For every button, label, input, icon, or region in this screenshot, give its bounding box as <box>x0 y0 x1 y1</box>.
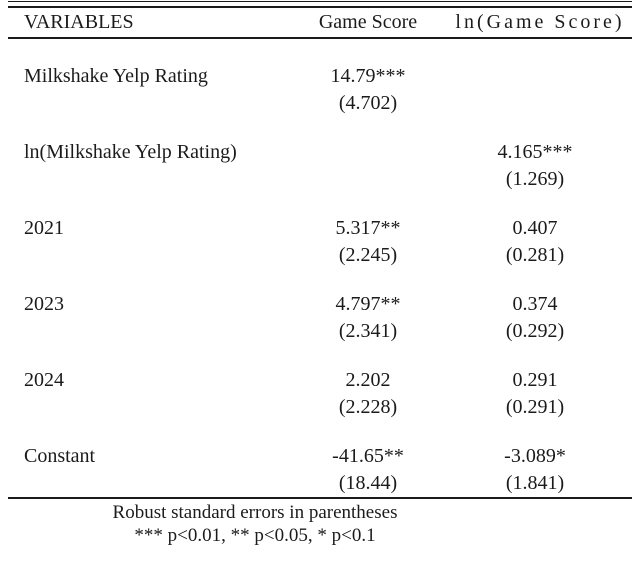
coef-ln-game-score: -3.089* <box>504 445 566 467</box>
se-ln-game-score: (0.281) <box>505 244 565 266</box>
coef-game-score: 5.317** <box>335 217 401 239</box>
variable-label-empty <box>8 242 298 269</box>
column-header-game-score: Game Score <box>298 8 438 39</box>
se-game-score <box>298 166 438 193</box>
table-row: Constant -41.65** -3.089* <box>8 443 632 470</box>
coef-ln-game-score: 0.374 <box>512 293 558 315</box>
table-se-row: (4.702) <box>8 90 632 117</box>
spacer-row <box>8 345 632 367</box>
note-robust-se: Robust standard errors in parentheses <box>112 502 398 523</box>
se-game-score: (2.245) <box>338 244 398 266</box>
coef-game-score: 14.79*** <box>330 65 406 87</box>
coef-ln-game-score <box>438 63 632 90</box>
column-header-ln-game-score: ln(Game Score) <box>438 8 632 39</box>
regression-table: VARIABLES Game Score ln(Game Score) Milk… <box>8 8 632 499</box>
variable-label: Constant <box>24 445 96 467</box>
coef-ln-game-score: 0.291 <box>512 369 558 391</box>
se-ln-game-score: (1.269) <box>505 168 565 190</box>
se-game-score: (18.44) <box>298 470 438 499</box>
table-se-row: (2.341) (0.292) <box>8 318 632 345</box>
table-se-row: (1.269) <box>8 166 632 193</box>
spacer-row <box>8 421 632 443</box>
table-row: ln(Milkshake Yelp Rating) 4.165*** <box>8 139 632 166</box>
table-se-row: (2.228) (0.291) <box>8 394 632 421</box>
coef-game-score: 2.202 <box>345 369 391 391</box>
variable-label: ln(Milkshake Yelp Rating) <box>24 141 237 163</box>
column-header-variables: VARIABLES <box>8 8 298 39</box>
se-ln-game-score: (0.292) <box>505 320 565 342</box>
table-top-rule <box>8 1 632 8</box>
coef-game-score <box>298 139 438 166</box>
variable-label: 2021 <box>24 217 64 239</box>
table-se-row: (2.245) (0.281) <box>8 242 632 269</box>
variable-label-empty <box>8 90 298 117</box>
spacer-row <box>8 193 632 215</box>
table-row: Milkshake Yelp Rating 14.79*** <box>8 63 632 90</box>
se-game-score: (2.228) <box>338 396 398 418</box>
se-game-score: (4.702) <box>338 92 398 114</box>
coef-game-score: 4.797** <box>335 293 401 315</box>
coef-ln-game-score: 4.165*** <box>497 141 573 163</box>
variable-label-empty <box>8 470 298 499</box>
spacer-row <box>8 38 632 63</box>
variable-label: Milkshake Yelp Rating <box>24 65 208 87</box>
table-row: 2023 4.797** 0.374 <box>8 291 632 318</box>
se-ln-game-score: (1.841) <box>438 470 632 499</box>
regression-table-container: VARIABLES Game Score ln(Game Score) Milk… <box>8 1 632 499</box>
table-se-row: (18.44) (1.841) <box>8 470 632 499</box>
spacer-row <box>8 117 632 139</box>
variable-label: 2023 <box>24 293 64 315</box>
spacer-row <box>8 269 632 291</box>
variable-label-empty <box>8 394 298 421</box>
se-game-score: (2.341) <box>338 320 398 342</box>
coef-ln-game-score: 0.407 <box>512 217 558 239</box>
se-ln-game-score <box>438 90 632 117</box>
note-significance: *** p<0.01, ** p<0.05, * p<0.1 <box>134 525 376 546</box>
variable-label-empty <box>8 318 298 345</box>
variable-label: 2024 <box>24 369 64 391</box>
se-ln-game-score: (0.291) <box>505 396 565 418</box>
table-row: 2021 5.317** 0.407 <box>8 215 632 242</box>
table-header-row: VARIABLES Game Score ln(Game Score) <box>8 8 632 39</box>
variable-label-empty <box>8 166 298 193</box>
coef-game-score: -41.65** <box>332 445 404 467</box>
table-notes: Robust standard errors in parentheses **… <box>0 501 510 547</box>
table-row: 2024 2.202 0.291 <box>8 367 632 394</box>
